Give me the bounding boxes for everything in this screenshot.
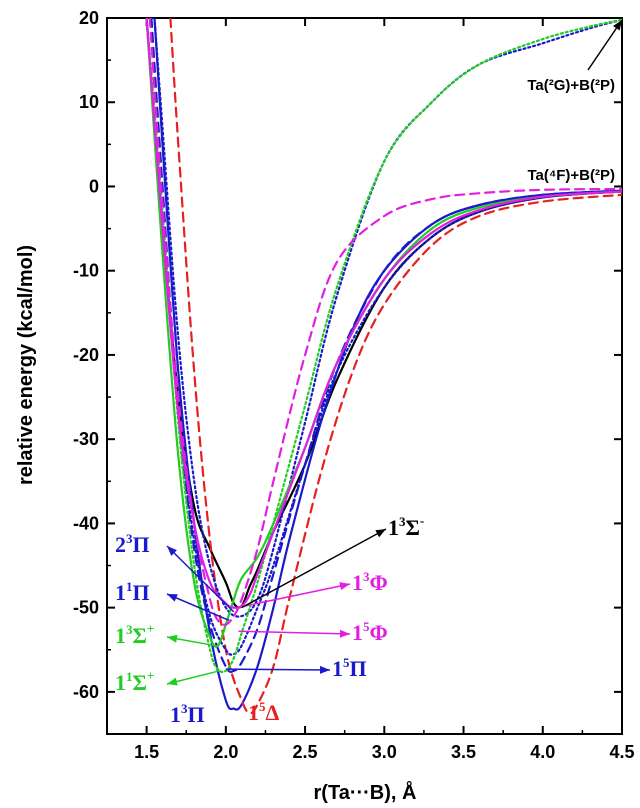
state-label-symmetry: Σ <box>133 623 147 648</box>
state-label: 13Π <box>170 701 205 727</box>
state-label-index: 1 <box>115 623 126 648</box>
series-line-9 <box>148 18 622 626</box>
y-tick-label: -40 <box>73 513 99 533</box>
annotation-group: Ta(²G)+B(²P)Ta(⁴F)+B(²P)23Π11Π13Σ+11Σ+13… <box>115 19 623 727</box>
state-label-multiplicity: 3 <box>399 514 406 529</box>
state-label-1-arrow-line <box>166 593 230 621</box>
asymptote-arrow-head <box>613 20 622 31</box>
state-label-6-arrow-head <box>319 665 330 674</box>
series-line-1 <box>153 18 622 711</box>
state-label-8-arrow-line <box>244 583 351 607</box>
axes-frame-group: 1.5 2.0 2.5 3.0 3.5 4.0 4.520100-10-20-30-40-5… <box>73 8 635 762</box>
state-label-index: 1 <box>332 656 343 681</box>
series-line-6 <box>145 18 622 648</box>
y-tick-label: -50 <box>73 598 99 618</box>
series-line-8 <box>145 18 622 609</box>
asymptote-label: Ta(²G)+B(²P) <box>527 77 615 94</box>
x-tick-label: 1.5 <box>134 742 159 762</box>
state-label-reflection: + <box>147 621 154 636</box>
state-label-multiplicity: 5 <box>343 655 350 670</box>
state-label-9-arrow-line <box>241 528 387 609</box>
state-label-symmetry: Π <box>350 656 367 681</box>
state-label-multiplicity: 5 <box>363 619 370 634</box>
y-tick-label: 20 <box>79 8 99 28</box>
state-label-index: 1 <box>115 580 126 605</box>
state-label-index: 1 <box>170 702 181 727</box>
series-line-7 <box>145 18 622 674</box>
y-tick-label: 10 <box>79 92 99 112</box>
x-tick-label: 3.5 <box>451 742 476 762</box>
state-label: 15Δ <box>248 699 280 725</box>
state-label-symmetry: Π <box>133 580 150 605</box>
state-label-symmetry: Φ <box>370 570 388 595</box>
plot-frame <box>106 17 623 735</box>
state-label-7-arrow-head <box>339 629 350 638</box>
y-tick-label: -10 <box>73 261 99 281</box>
x-tick-label: 3.0 <box>372 742 397 762</box>
state-label-multiplicity: 3 <box>181 701 188 716</box>
state-label-0-arrow-head <box>167 546 177 556</box>
state-label-index: 1 <box>388 515 399 540</box>
state-label: 11Π <box>115 579 150 605</box>
series-line-0 <box>145 18 622 609</box>
state-label-index: 1 <box>248 700 259 725</box>
state-label: 11Σ+ <box>115 668 154 695</box>
y-tick-label: -60 <box>73 682 99 702</box>
state-label-symmetry: Σ <box>133 670 147 695</box>
x-axis-title: r(Ta···B), Å <box>314 780 417 804</box>
series-group <box>145 18 622 715</box>
state-label-8-arrow-head <box>339 582 350 590</box>
state-label-symmetry: Φ <box>370 620 388 645</box>
state-label: 15Φ <box>352 619 388 645</box>
state-label: 15Π <box>332 655 367 681</box>
state-label-multiplicity: 5 <box>259 699 266 714</box>
state-label-symmetry: Σ <box>406 515 420 540</box>
state-label-reflection: + <box>147 668 154 683</box>
series-line-5 <box>153 18 622 618</box>
state-label: 13Φ <box>352 569 388 595</box>
state-label-index: 1 <box>352 620 363 645</box>
state-label-multiplicity: 3 <box>126 622 133 637</box>
state-label-multiplicity: 3 <box>363 569 370 584</box>
x-tick-label: 2.0 <box>213 742 238 762</box>
state-label-symmetry: Δ <box>266 700 280 725</box>
state-label-9-arrow-head <box>375 529 386 538</box>
state-label-symmetry: Π <box>133 532 150 557</box>
state-label-index: 2 <box>115 532 126 557</box>
state-label-reflection: - <box>420 513 424 528</box>
state-label: 13Σ- <box>388 513 424 540</box>
state-label-1-arrow-head <box>167 594 178 602</box>
state-label-2-arrow-head <box>167 634 178 643</box>
state-label: 13Σ+ <box>115 621 154 648</box>
series-line-4 <box>145 18 622 656</box>
state-label-7-arrow-line <box>238 630 351 635</box>
state-label-index: 1 <box>352 570 363 595</box>
state-label-index: 1 <box>115 670 126 695</box>
asymptote-label: Ta(⁴F)+B(²P) <box>527 167 615 184</box>
state-label-multiplicity: 1 <box>126 579 133 594</box>
y-tick-label: 0 <box>89 176 99 196</box>
series-line-2 <box>169 18 622 715</box>
state-label-multiplicity: 3 <box>126 531 133 546</box>
y-tick-label: -30 <box>73 429 99 449</box>
state-label-multiplicity: 1 <box>126 669 133 684</box>
y-tick-label: -20 <box>73 345 99 365</box>
y-axis-title: relative energy (kcal/mol) <box>15 245 37 485</box>
x-tick-label: 4.0 <box>530 742 555 762</box>
x-tick-label: 2.5 <box>293 742 318 762</box>
x-tick-label: 4.5 <box>609 742 634 762</box>
state-label: 23Π <box>115 531 150 557</box>
state-label-0-arrow-line <box>166 545 235 613</box>
state-label-6-arrow-line <box>225 668 331 671</box>
state-label-3-arrow-head <box>167 677 178 686</box>
asymptote-arrow-line <box>587 19 623 71</box>
state-label-symmetry: Π <box>188 702 205 727</box>
